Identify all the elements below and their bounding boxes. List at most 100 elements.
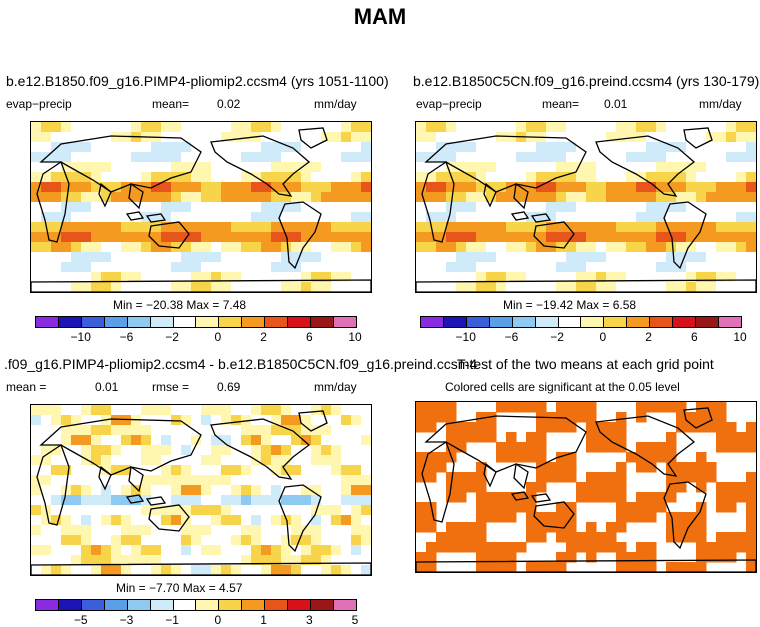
field-cell [706,272,717,283]
field-cell [736,242,747,253]
field-cell [576,182,587,193]
field-cell [91,415,102,426]
field-cell [121,222,132,233]
coastline-path [278,484,322,553]
field-cell [516,202,527,213]
field-cell [636,282,647,292]
field-cell [446,192,457,203]
field-cell [141,272,152,283]
field-cell [606,192,617,203]
field-cell [646,262,657,273]
field-cell [191,405,202,416]
field-cell [141,252,152,263]
field-cell [191,455,202,466]
panel3-colorbar [35,599,357,611]
field-cell [361,212,371,223]
colorbar-swatch [443,317,467,327]
field-cell [636,182,647,193]
field-cell [646,402,657,413]
field-cell [31,222,42,233]
field-cell [746,532,756,543]
field-cell [626,132,637,143]
field-cell [361,565,371,575]
field-cell [211,242,222,253]
field-cell [606,162,617,173]
field-cell [171,212,182,223]
field-cell [121,445,132,456]
field-cell [361,435,371,446]
field-cell [341,495,352,506]
field-cell [526,142,537,153]
field-cell [446,182,457,193]
field-cell [616,472,627,483]
field-cell [676,482,687,493]
field-cell [81,465,92,476]
field-cell [341,242,352,253]
field-cell [141,262,152,273]
field-cell [736,432,747,443]
field-cell [361,152,371,163]
field-cell [456,442,467,453]
field-cell [61,192,72,203]
field-cell [616,232,627,243]
field-cell [476,282,487,292]
field-cell [111,192,122,203]
field-cell [241,142,252,153]
field-cell [141,142,152,153]
field-cell [536,462,547,473]
field-cell [151,465,162,476]
field-cell [171,555,182,566]
field-cell [716,202,727,213]
field-cell [51,455,62,466]
field-cell [201,132,212,143]
field-cell [331,515,342,526]
field-cell [716,402,727,413]
field-cell [546,222,557,233]
field-cell [726,242,737,253]
field-cell [31,555,42,566]
field-cell [426,412,437,423]
field-cells [31,405,371,575]
field-cell [61,405,72,416]
colorbar-tick-label: −10 [455,330,476,344]
field-cell [666,522,677,533]
field-cell [171,252,182,263]
field-cell [231,202,242,213]
field-cell [241,535,252,546]
coastline-path [125,494,167,506]
field-cell [161,405,172,416]
field-cell [61,212,72,223]
field-cell [566,502,577,513]
field-cell [41,232,52,243]
field-cell [666,282,677,292]
field-cell [456,242,467,253]
field-cell [556,232,567,243]
field-cell [736,132,747,143]
coastline-path [39,135,202,193]
field-cell [516,252,527,263]
colorbar-swatch [604,317,628,327]
field-cell [221,405,232,416]
field-cell [586,142,597,153]
field-cell [616,152,627,163]
field-cell [121,515,132,526]
field-cell [81,415,92,426]
field-cell [626,162,637,173]
field-cell [101,525,112,536]
field-cell [321,162,332,173]
field-cell [31,212,42,223]
field-cell [506,262,517,273]
field-cell [596,192,607,203]
field-cell [161,475,172,486]
field-cell [321,262,332,273]
field-cell [111,212,122,223]
field-cell [506,162,517,173]
field-cell [311,242,322,253]
field-cell [586,252,597,263]
field-cell [546,512,557,523]
field-cell [576,132,587,143]
field-cell [426,422,437,433]
field-cell [141,505,152,516]
field-cell [351,232,362,243]
field-cell [656,242,667,253]
